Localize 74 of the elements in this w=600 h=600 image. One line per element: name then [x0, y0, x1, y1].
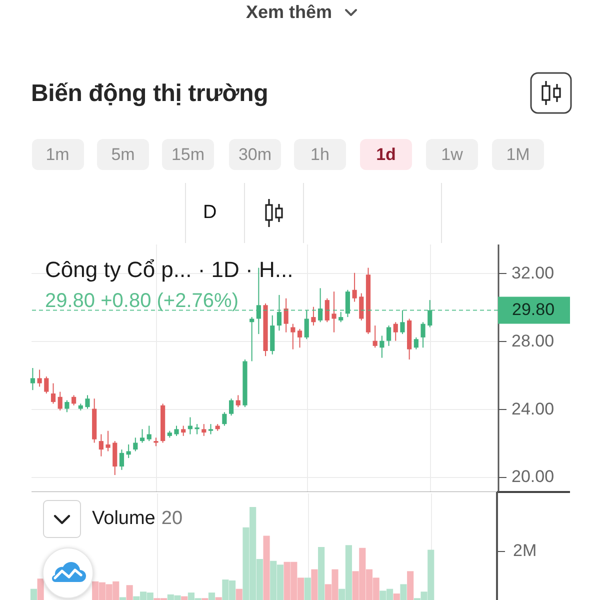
bar — [311, 569, 318, 600]
bar — [181, 596, 188, 600]
ref-line-label: 29.80 — [512, 300, 555, 320]
candlestick — [146, 425, 152, 442]
candlestick — [380, 335, 384, 358]
candlestick — [58, 391, 62, 411]
candlestick — [414, 336, 418, 350]
candlestick — [420, 322, 426, 348]
candlestick — [386, 325, 392, 346]
text: 1m — [32, 139, 84, 170]
bar — [393, 593, 400, 600]
candlestick — [208, 424, 214, 435]
bar — [30, 588, 37, 600]
candlestick — [174, 425, 179, 436]
text: 5m — [97, 139, 149, 170]
candlestick — [50, 382, 56, 404]
bar — [37, 578, 44, 600]
y-tick-label: 32.00 — [512, 263, 554, 282]
candlestick — [372, 325, 378, 348]
text: 1w — [426, 139, 478, 170]
candlestick — [181, 425, 186, 436]
bar — [318, 546, 325, 600]
candlestick — [359, 292, 364, 321]
candlestick — [44, 376, 49, 394]
text: 1d — [360, 139, 412, 170]
candlestick — [311, 306, 316, 326]
candlestick — [98, 434, 104, 457]
candlestick — [228, 398, 234, 416]
bar — [215, 597, 222, 600]
bar — [407, 571, 414, 600]
chart-title: Biến động thị trường — [31, 80, 268, 107]
text: 1M — [492, 139, 544, 170]
bar — [400, 584, 407, 600]
text: D — [203, 202, 217, 223]
candlestick — [126, 444, 131, 459]
bar — [263, 536, 270, 600]
candlestick — [71, 394, 76, 406]
candlestick — [284, 298, 288, 333]
candlestick — [85, 394, 90, 410]
candlestick — [222, 412, 227, 426]
text: Xem thêm — [246, 2, 332, 22]
candlestick — [64, 400, 70, 413]
candlestick — [133, 437, 138, 452]
text: 30m — [229, 139, 281, 170]
candlestick — [297, 328, 302, 348]
bar — [126, 585, 133, 600]
candlestick — [250, 316, 254, 362]
bar — [208, 592, 216, 600]
candlestick — [393, 322, 398, 342]
candlestick — [112, 440, 118, 476]
chart-subtitle: 20 — [161, 508, 183, 529]
y-tick-label: 20.00 — [512, 467, 554, 486]
text: 1h — [294, 139, 346, 170]
candlestick — [37, 369, 42, 388]
chart-title: Volume — [92, 508, 156, 529]
bar — [236, 588, 242, 600]
text: 15m — [162, 139, 214, 170]
bar — [304, 578, 311, 600]
candlestick — [332, 291, 336, 333]
y-tick-label: 24.00 — [512, 399, 554, 418]
candlestick — [119, 449, 124, 470]
candlestick — [140, 428, 145, 444]
candlestick — [290, 323, 296, 350]
bar — [119, 597, 126, 600]
candlestick — [352, 272, 357, 302]
annotation: 29.80 +0.80 (+2.76%) — [45, 290, 238, 312]
candlestick — [236, 394, 240, 408]
annotation: Công ty Cổ p... · 1D · H... — [45, 257, 294, 282]
candlestick — [324, 298, 330, 323]
candlestick — [202, 424, 206, 436]
candlestick — [106, 430, 110, 452]
text: 2M — [497, 541, 537, 560]
candlestick — [30, 368, 36, 391]
y-tick-label: 28.00 — [512, 331, 554, 350]
